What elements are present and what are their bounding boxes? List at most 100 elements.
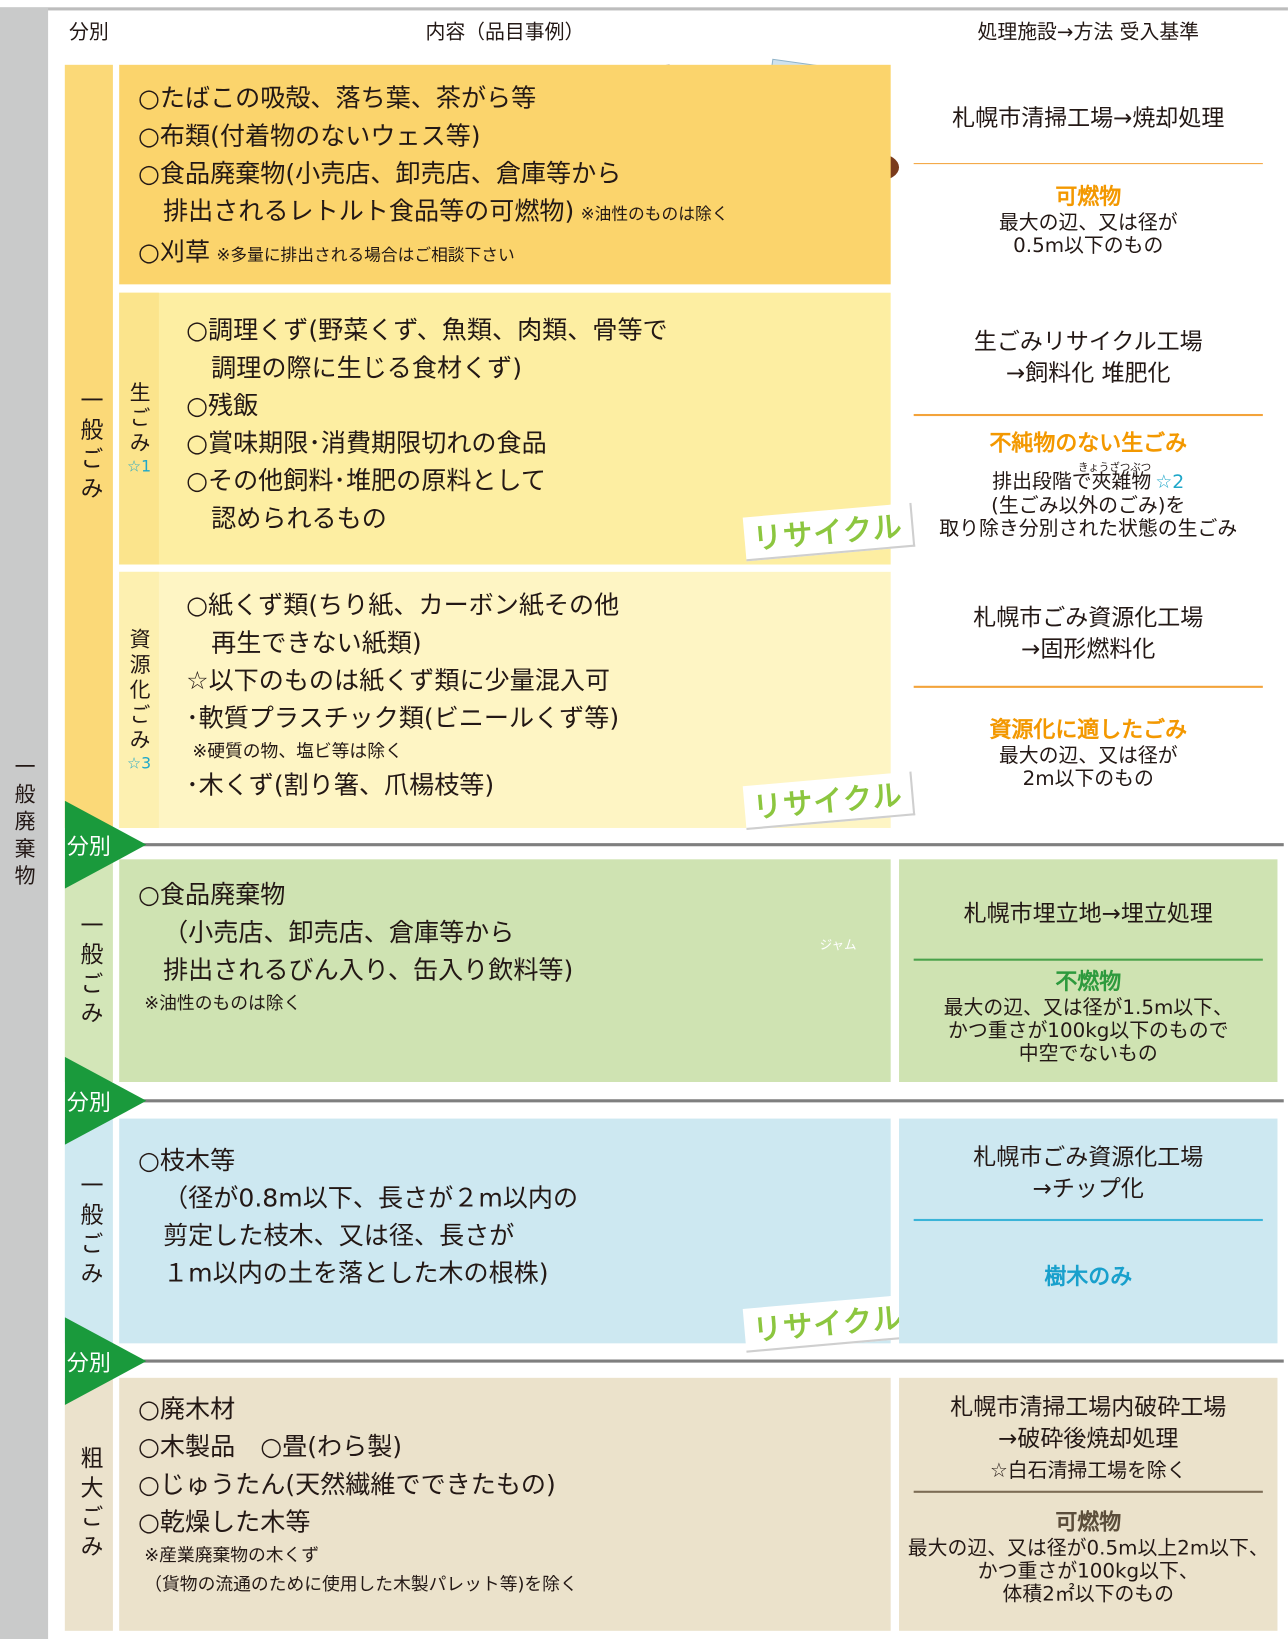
standard-line: 最大の辺、又は径が1.5m以下、 [944, 996, 1233, 1019]
facility-cell: 札幌市清掃工場内破砕工場 →破砕後焼却処理 ☆白石清掃工場を除く可燃物 最大の辺、又は… [899, 1377, 1278, 1631]
sub-mark: ☆3 [127, 753, 152, 773]
item: ○食品廃棄物(小売店、卸売店、倉庫等から [138, 155, 728, 193]
facility-line: 札幌市ごみ資源化工場 [973, 604, 1204, 632]
group-label: 一般ごみ [64, 859, 113, 1082]
item-note: （貨物の流通のために使用した木製パレット等)を除く [144, 1574, 578, 1596]
facility: 生ごみリサイクル工場 →飼料化 堆肥化 [907, 303, 1269, 414]
item-text: ○枝木等 [137, 1145, 236, 1176]
item-list: ○紙くず類(ちり紙、カーボン紙その他 再生できない紙類) ☆以下のものは紙くず類に少… [186, 586, 619, 803]
header-category: 分別 [68, 20, 109, 44]
standard-text: 最大の辺、又は径が [998, 210, 1178, 234]
sub-label: 生ごみ [125, 381, 152, 457]
item-text: 調理の際に生じる食材くず) [211, 353, 523, 383]
item-text: ○食品廃棄物(小売店、卸売店、倉庫等から [137, 158, 622, 189]
item: ○じゅうたん(天然繊維でできたもの) [138, 1466, 578, 1504]
facility-cell: 札幌市清掃工場→焼却処理 可燃物 最大の辺、又は径が 0.5m以下のもの [899, 65, 1277, 285]
facility: 札幌市ごみ資源化工場 →固形燃料化 [907, 582, 1269, 686]
item-text: ○布類(付着物のないウェス等) [137, 121, 481, 151]
standard-text: 最大の辺、又は径が0.5m以上2m以下、 [907, 1536, 1269, 1560]
top-rule [0, 7, 1288, 11]
standard-text: 排出段階で夾雑物 きょうざつぶつ [992, 462, 1151, 494]
item-note: ※硬質の物、塩ビ等は除く [192, 741, 403, 763]
facility-cell: 生ごみリサイクル工場 →飼料化 堆肥化不純物のない生ごみ 排出段階で夾雑物 きょうざつ… [899, 293, 1277, 565]
item: ○刈草 ※多量に排出される場合はご相談下さい [138, 233, 728, 274]
item: 排出されるレトルト食品等の可燃物) ※油性のものは除く [138, 192, 728, 233]
facility-line: 生ごみリサイクル工場 [973, 329, 1203, 356]
standard-line: かつ重さが100kg以下、 [978, 1559, 1199, 1582]
side-label: 一般廃棄物 [0, 7, 49, 1639]
item: ○残飯 [186, 387, 668, 425]
standard-mark: ☆2 [1155, 471, 1185, 494]
content-cell: ○枝木等 （径が0.8m以下、長さが２m以内の 剪定した枝木、又は径、長さが １m以内… [119, 1118, 891, 1344]
divider-label: 分別 [66, 1350, 111, 1376]
standard-title: 樹木のみ [1044, 1264, 1133, 1290]
standard-text: 取り除き分別された状態の生ごみ [939, 517, 1238, 541]
jar-label: ジャム [819, 937, 857, 953]
standard-text: (生ごみ以外のごみ)を [991, 494, 1186, 518]
item-text: ○調理くず(野菜くず、魚類、肉類、骨等で [186, 315, 668, 345]
item-list: ○たばこの吸殻、落ち葉、茶がら等 ○布類(付着物のないウェス等) ○食品廃棄物(小売… [138, 79, 728, 273]
facility-line: →固形燃料化 [1021, 636, 1156, 663]
item-text: 認められるもの [211, 503, 387, 534]
facility: 札幌市清掃工場内破砕工場 →破砕後焼却処理 ☆白石清掃工場を除く [907, 1388, 1269, 1490]
item-list: ○廃木材 ○木製品 ○畳(わら製) ○じゅうたん(天然繊維でできたもの) ○乾燥した木… [138, 1390, 578, 1599]
divider-arrow [64, 800, 1284, 889]
header-facility: 処理施設→方法 受入基準 [977, 20, 1200, 44]
item-note: ※油性のものは除く [144, 993, 302, 1015]
item-text: ○たばこの吸殻、落ち葉、茶がら等 [137, 83, 537, 113]
facility-line: 札幌市埋立地→埋立処理 [963, 900, 1213, 927]
standard: 樹木のみ [907, 1221, 1269, 1333]
item: ○乾燥した木等 [138, 1503, 578, 1541]
item-list: ○調理くず(野菜くず、魚類、肉類、骨等で調理の際に生じる食材くず) ○残飯 ○賞味期… [186, 312, 668, 538]
content-cell: 生ごみ ☆1 ○調理くず(野菜くず、魚類、肉類、骨等で調理の際に生じる食材くず) ○残… [119, 292, 891, 565]
item-text: ○賞味期限･消費期限切れの食品 [186, 428, 547, 458]
standard: 不純物のない生ごみ 排出段階で夾雑物 きょうざつぶつ ☆2 (生ごみ以外のごみ)を 取り除… [907, 416, 1269, 555]
sub-label: 資源化ごみ [125, 627, 152, 754]
sub-category: 生ごみ ☆1 [119, 292, 159, 565]
item: ○木製品 ○畳(わら製) [138, 1428, 578, 1466]
divider-arrow [64, 1056, 1284, 1145]
item: ○紙くず類(ちり紙、カーボン紙その他 [186, 586, 619, 624]
standard-text: かつ重さが100kg以下、 [977, 1559, 1199, 1583]
item: ○食品廃棄物 [138, 876, 573, 914]
facility-line: ☆白石清掃工場を除く [989, 1459, 1187, 1483]
sub-category: 資源化ごみ ☆3 [119, 571, 159, 828]
item: ○廃木材 [138, 1390, 578, 1428]
item-text: 排出されるびん入り、缶入り飲料等) [163, 955, 574, 985]
item: ･木くず(割り箸、爪楊枝等) [186, 766, 619, 804]
item-text: （径が0.8m以下、長さが２m以内の [163, 1183, 579, 1213]
item-text: ☆以下のものは紙くず類に少量混入可 [186, 665, 611, 696]
facility-cell: 札幌市ごみ資源化工場 →チップ化樹木のみ [899, 1118, 1278, 1344]
item: ○たばこの吸殻、落ち葉、茶がら等 [138, 79, 728, 117]
ruby: きょうざつぶつ [1078, 462, 1152, 474]
item: ○布類(付着物のないウェス等) [138, 117, 728, 155]
item: （小売店、卸売店、倉庫等から [138, 914, 573, 952]
standard-text: 0.5m以下のもの [1013, 233, 1164, 257]
item: １m以内の土を落とした木の根株) [138, 1254, 578, 1292]
group-label: 一般ごみ [64, 1118, 113, 1344]
facility-line: 札幌市ごみ資源化工場 [973, 1144, 1204, 1171]
facility-line: →飼料化 堆肥化 [1005, 360, 1171, 387]
item-text: ○食品廃棄物 [137, 880, 286, 910]
standard-line: 最大の辺、又は径が0.5m以上2m以下、 [908, 1536, 1269, 1559]
item-text: ○その他飼料･堆肥の原料として [186, 466, 546, 496]
divider-label: 分別 [66, 1090, 111, 1116]
standard-line: (生ごみ以外のごみ)を [991, 495, 1185, 518]
standard-line: 最大の辺、又は径が [999, 211, 1178, 234]
item: （径が0.8m以下、長さが２m以内の [138, 1179, 578, 1217]
item: 認められるもの [186, 500, 668, 538]
content-cell: ○食品廃棄物 （小売店、卸売店、倉庫等から 排出されるびん入り、缶入り飲料等) ※油性… [119, 859, 891, 1082]
item-note: ※産業廃棄物の木くず [144, 1545, 320, 1567]
facility-cell: 札幌市埋立地→埋立処理 不燃物 最大の辺、又は径が1.5m以下、 かつ重さが100kg… [899, 859, 1278, 1082]
facility: 札幌市埋立地→埋立処理 [907, 870, 1269, 959]
facility-rule [913, 413, 1263, 416]
facility-rule [913, 958, 1263, 961]
item: 再生できない紙類) [186, 624, 619, 662]
header-content: 内容（品目事例） [425, 20, 585, 44]
facility: 札幌市ごみ資源化工場 →チップ化 [907, 1129, 1269, 1219]
item-text: ○残飯 [186, 390, 259, 421]
standard-line: 排出段階で夾雑物 きょうざつぶつ ☆2 [992, 462, 1185, 495]
standard-title: 可燃物 [1055, 1509, 1122, 1535]
